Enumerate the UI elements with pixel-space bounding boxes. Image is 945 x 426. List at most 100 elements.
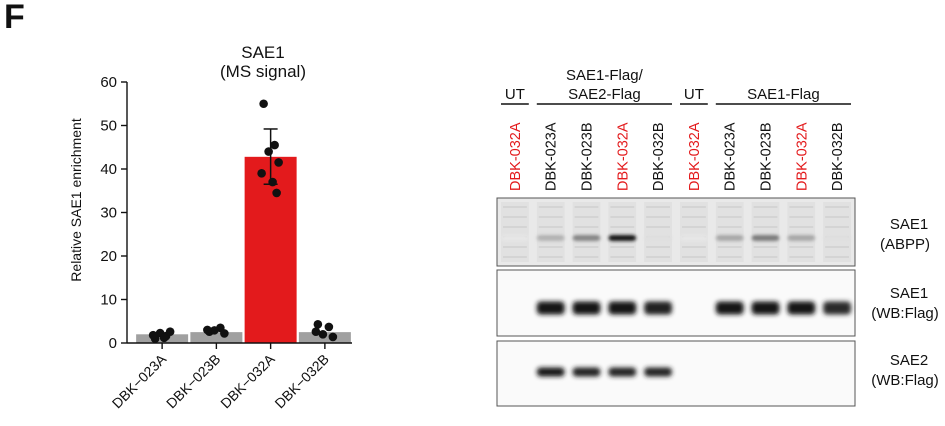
blot-band [644, 301, 672, 315]
background-band [717, 226, 742, 228]
background-band [610, 246, 635, 248]
background-band [682, 246, 706, 248]
blot-band [644, 367, 672, 377]
y-tick-label: 40 [100, 161, 117, 178]
lane-label: DBK-032A [508, 122, 524, 191]
background-band [789, 226, 814, 228]
background-band [825, 226, 849, 228]
blot-band [715, 301, 744, 315]
blot-label: SAE1 [890, 285, 928, 302]
background-band [825, 256, 849, 258]
blot-band [751, 235, 780, 241]
data-point [220, 329, 229, 338]
x-tick-label: DBK−023A [109, 350, 170, 411]
panel-label: F [4, 0, 25, 36]
data-point [328, 332, 338, 342]
data-point [324, 322, 334, 332]
blot-band [536, 367, 565, 377]
lane-texture [501, 202, 529, 262]
lane-label-layer: DBK-032A DBK-023A DBK-023B DBK-032A DBK-032B… [508, 122, 846, 191]
lane-texture [787, 202, 816, 262]
lane-texture [751, 202, 780, 262]
lane-label: DBK-023B [580, 122, 596, 191]
background-band [646, 226, 670, 228]
y-tick-label: 0 [109, 335, 117, 352]
x-tick-label: DBK−032B [271, 351, 332, 412]
blot-band [751, 301, 780, 315]
blot-band [787, 235, 816, 241]
blot-panel: SAE2 (WB:Flag) [496, 340, 939, 407]
background-band [646, 206, 670, 208]
background-band [610, 206, 635, 208]
bar-layer [136, 128, 351, 343]
background-band [682, 256, 706, 258]
background-band [753, 246, 778, 248]
background-band [753, 226, 778, 228]
background-band [825, 216, 849, 218]
chart-title: SAE1 [241, 43, 284, 62]
blot-band [608, 301, 637, 315]
background-band [503, 226, 527, 228]
data-point [313, 319, 323, 329]
data-point [318, 330, 328, 339]
group-label: UT [684, 86, 704, 103]
background-band [503, 216, 527, 218]
blot-sublabel: (WB:Flag) [871, 305, 939, 322]
group-label: SAE1-Flag/ [566, 67, 644, 84]
blot-band [787, 301, 816, 315]
blot-band [823, 301, 851, 315]
data-point [159, 333, 169, 343]
blot-band [501, 235, 529, 241]
lane-label: DBK-032A [687, 122, 703, 191]
axis-layer: 0 10 20 30 40 50 60 DBK−023ADBK−023BDBK−032ADBK… [100, 74, 352, 411]
group-label: UT [505, 86, 525, 103]
blot-panel: SAE1 (WB:Flag) [496, 269, 939, 337]
background-band [503, 206, 527, 208]
group-label: SAE1-Flag [747, 86, 820, 103]
lane-texture [644, 202, 672, 262]
group-header-layer: UT SAE1-Flag/SAE2-Flag UT SAE1-Flag [501, 67, 851, 105]
background-band [538, 246, 563, 248]
lane-texture [572, 202, 601, 262]
data-point [203, 325, 212, 335]
y-tick-label: 10 [100, 292, 117, 309]
data-point [270, 140, 279, 150]
background-band [574, 246, 599, 248]
data-point [165, 327, 175, 336]
background-band [646, 216, 670, 218]
background-band [646, 256, 670, 258]
background-band [825, 246, 849, 248]
blot-sublabel: (ABPP) [880, 236, 930, 253]
background-band [682, 216, 706, 218]
lane-texture [680, 202, 708, 262]
background-band [646, 246, 670, 248]
data-point [311, 327, 321, 336]
y-tick-label: 60 [100, 74, 117, 91]
background-band [503, 246, 527, 248]
background-band [574, 206, 599, 208]
background-band [825, 206, 849, 208]
x-tick-label: DBK−023B [163, 351, 224, 412]
background-band [789, 216, 814, 218]
y-axis-label: Relative SAE1 enrichment [68, 118, 84, 282]
background-band [682, 226, 706, 228]
background-band [753, 216, 778, 218]
lane-label: DBK-032A [794, 122, 810, 191]
background-band [717, 246, 742, 248]
blot-band [572, 235, 601, 241]
data-point [210, 326, 219, 335]
blot-layer: SAE1 (ABPP) SAE1 (WB:Flag) SAE2 (WB:Flag) [496, 197, 939, 407]
data-point [259, 99, 268, 109]
blot-band [572, 367, 601, 377]
chart-subtitle: (MS signal) [220, 62, 306, 81]
background-band [789, 256, 814, 258]
blot-band [680, 235, 708, 241]
background-band [610, 226, 635, 228]
background-band [574, 226, 599, 228]
background-band [610, 216, 635, 218]
lane-texture [715, 202, 744, 262]
background-band [574, 216, 599, 218]
y-tick-label: 20 [100, 248, 117, 265]
background-band [789, 246, 814, 248]
